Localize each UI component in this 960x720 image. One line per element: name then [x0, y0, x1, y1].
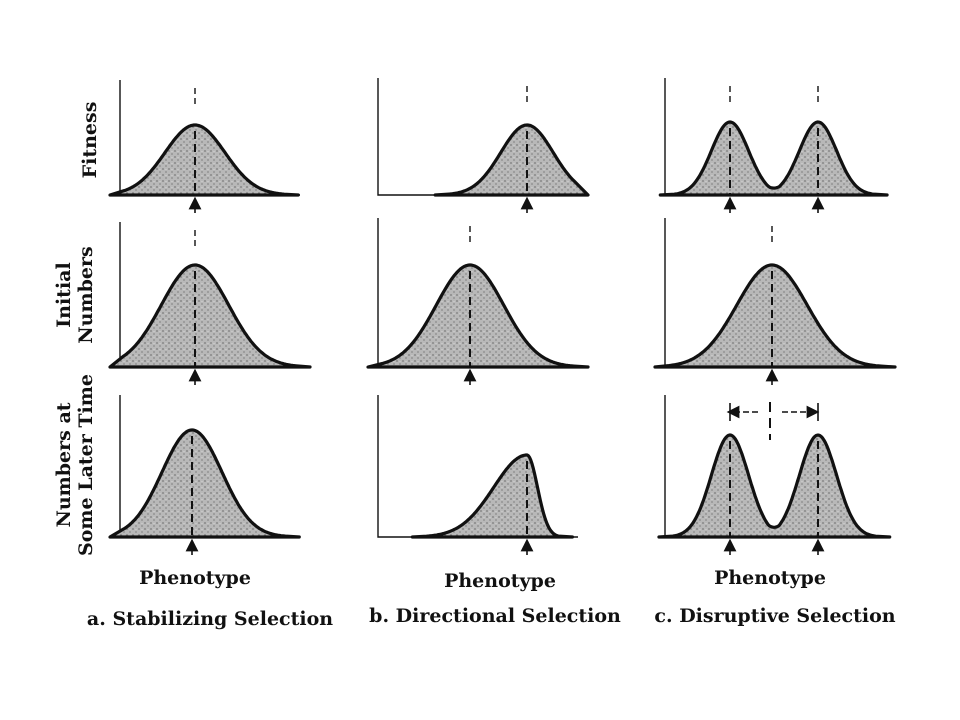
panel-r0-c1 [377, 78, 590, 213]
x-axis-label: Phenotype [714, 567, 826, 589]
column-title: c. Disruptive Selection [654, 605, 896, 627]
distribution-curve [108, 263, 312, 369]
row-label-0: Fitness [79, 102, 101, 179]
panel-r2-c2 [657, 395, 892, 555]
panel-r0-c0 [108, 80, 300, 213]
double-arrow-icon [726, 402, 820, 440]
panel-r1-c0 [108, 222, 312, 385]
row-label-line: Numbers at [53, 402, 75, 528]
row-label-line: Initial [53, 262, 75, 328]
panel-r0-c2 [658, 78, 889, 213]
distribution-curve [657, 433, 892, 539]
row-label-2: Numbers at Some Later Time [53, 374, 97, 556]
panel-r1-c1 [366, 218, 590, 385]
distribution-curve [653, 263, 897, 369]
distribution-curve [108, 123, 300, 197]
row-label-1: Initial Numbers [53, 246, 97, 343]
x-axis-label: Phenotype [444, 570, 556, 592]
distribution-curve [366, 263, 590, 369]
distribution-curve [410, 453, 574, 539]
row-label-line: Fitness [79, 101, 101, 179]
row-label-line: Numbers [75, 246, 97, 344]
distribution-curve [658, 120, 889, 197]
panel-r1-c2 [653, 218, 897, 385]
distribution-curve [108, 428, 301, 539]
column-title: a. Stabilizing Selection [86, 608, 334, 630]
row-label-line: Some Later Time [75, 374, 97, 556]
distribution-curve [433, 123, 590, 197]
panel-r2-c1 [377, 395, 578, 555]
x-axis-label: Phenotype [139, 567, 251, 589]
panel-r2-c0 [108, 395, 301, 555]
column-title: b. Directional Selection [369, 605, 621, 627]
